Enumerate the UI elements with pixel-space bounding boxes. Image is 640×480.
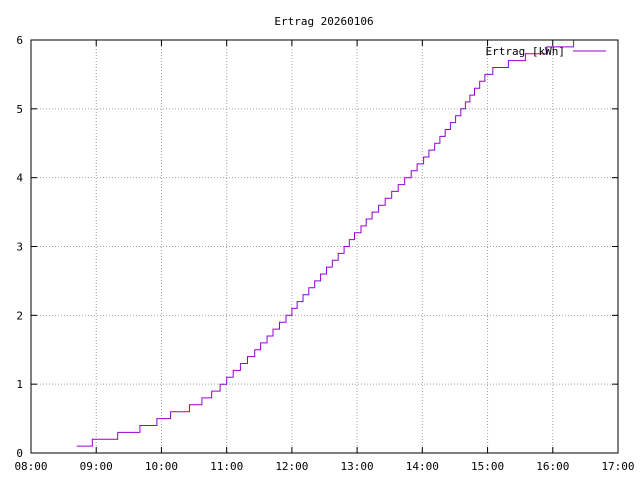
x-tick-label: 09:00 [80,460,113,473]
y-tick-label: 1 [16,378,23,391]
x-tick-label: 15:00 [471,460,504,473]
y-tick-label: 5 [16,103,23,116]
x-tick-label: 14:00 [406,460,439,473]
legend-label: Ertrag [kWh] [486,45,565,58]
x-tick-label: 13:00 [341,460,374,473]
legend: Ertrag [kWh] [486,45,606,58]
grid [31,40,618,453]
x-tick-label: 17:00 [601,460,634,473]
y-tick-label: 4 [16,172,23,185]
y-tick-label: 3 [16,241,23,254]
x-tick-label: 08:00 [14,460,47,473]
x-tick-label: 11:00 [210,460,243,473]
tick-labels: 08:00 09:00 10:00 11:00 12:00 13:00 14:00 15:00… [14,34,634,473]
x-tick-label: 16:00 [536,460,569,473]
series-line [76,40,618,447]
y-tick-label: 2 [16,309,23,322]
plot-frame [30,39,619,454]
y-tick-label: 0 [16,447,23,460]
x-tick-label: 12:00 [275,460,308,473]
y-tick-label: 6 [16,34,23,47]
series-layer [76,40,618,447]
x-tick-label: 10:00 [145,460,178,473]
chart-title: Ertrag 20260106 [274,15,373,28]
